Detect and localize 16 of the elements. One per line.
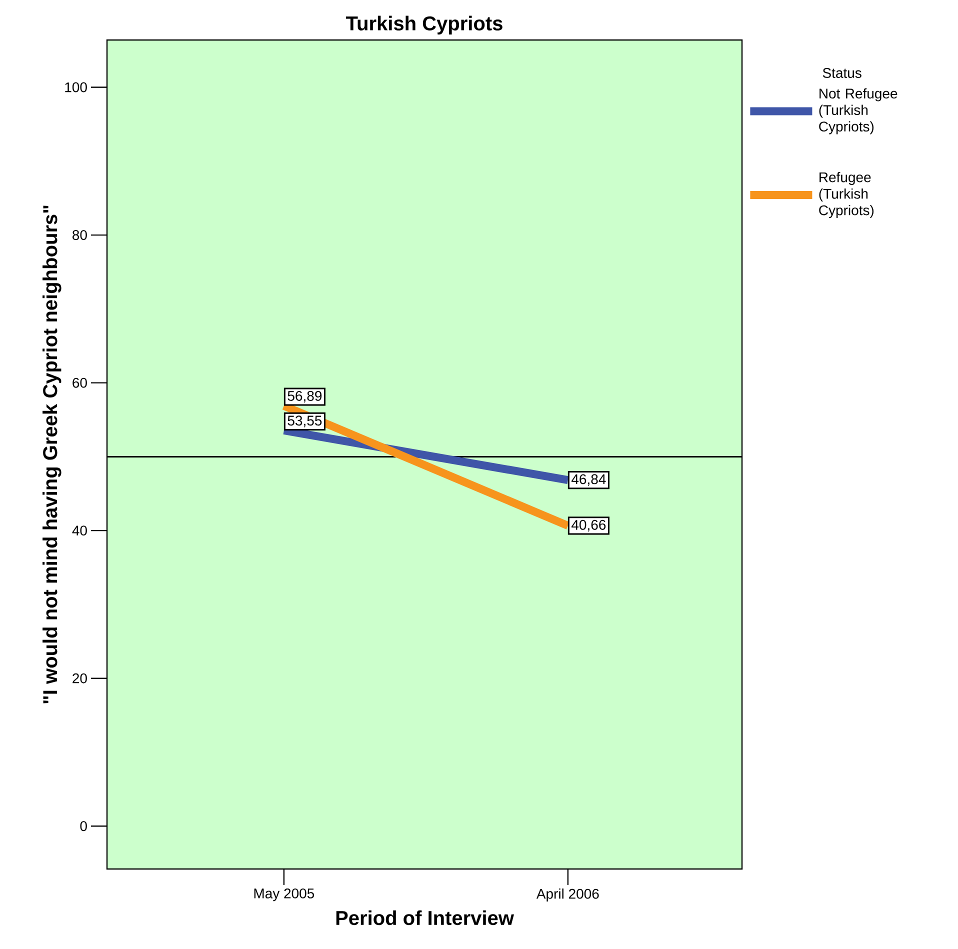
y-tick-label: 0 bbox=[80, 821, 87, 832]
legend-title: Status bbox=[822, 68, 862, 78]
y-tick-label: 20 bbox=[72, 673, 87, 684]
data-label: 53,55 bbox=[288, 416, 322, 428]
y-tick-label: 100 bbox=[65, 82, 87, 92]
y-tick-label: 40 bbox=[72, 526, 87, 536]
chart-title: Turkish Cypriots bbox=[346, 16, 502, 34]
legend-label: Not Refugee (Turkish Cypriots) bbox=[819, 88, 898, 134]
x-tick-label: April 2006 bbox=[536, 888, 599, 902]
x-axis-title: Period of Interview bbox=[336, 910, 514, 926]
y-axis-title: "I would not mind having Greek Cypriot neighbours" bbox=[42, 206, 62, 704]
legend-label: Refugee (Turkish Cypriots) bbox=[819, 172, 874, 218]
y-tick-label: 80 bbox=[72, 230, 87, 240]
data-label: 56,89 bbox=[288, 390, 322, 403]
y-tick-label: 60 bbox=[72, 378, 87, 388]
x-tick-label: May 2005 bbox=[254, 888, 314, 902]
